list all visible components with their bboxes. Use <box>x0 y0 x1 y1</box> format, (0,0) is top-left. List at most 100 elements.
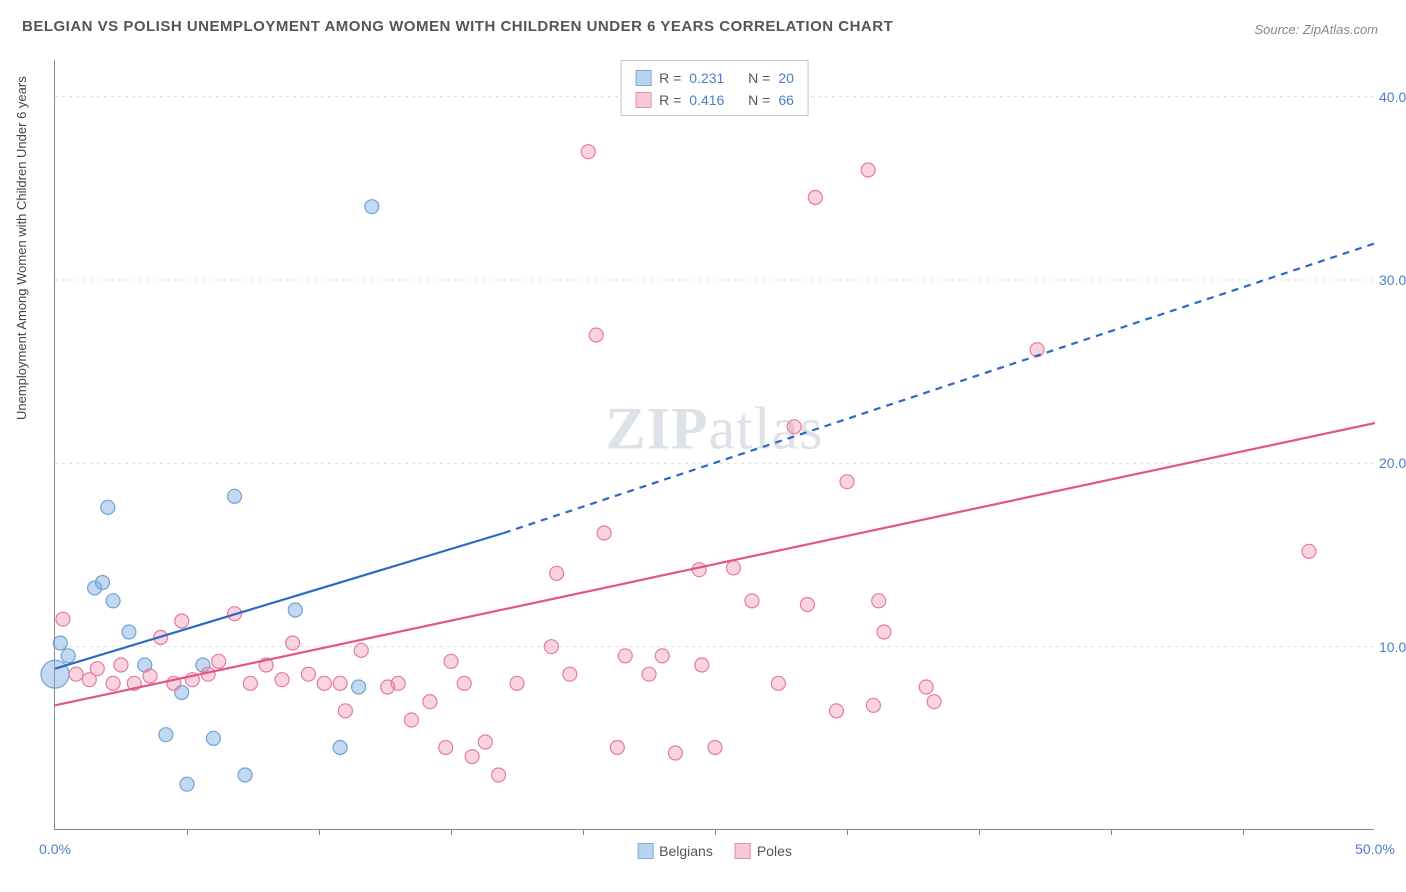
data-point <box>122 625 136 639</box>
data-point <box>919 680 933 694</box>
x-tick-mark <box>319 829 320 835</box>
x-tick-mark <box>583 829 584 835</box>
y-tick-label: 10.0% <box>1379 639 1406 655</box>
chart-svg <box>55 60 1374 829</box>
stats-legend: R = 0.231 N = 20 R = 0.416 N = 66 <box>620 60 809 116</box>
data-point <box>365 200 379 214</box>
series-legend: Belgians Poles <box>637 843 792 859</box>
data-point <box>478 735 492 749</box>
x-tick-label: 0.0% <box>39 841 71 857</box>
data-point <box>610 741 624 755</box>
data-point <box>1302 544 1316 558</box>
data-point <box>589 328 603 342</box>
data-point <box>338 704 352 718</box>
n-value: 20 <box>778 70 794 86</box>
data-point <box>726 561 740 575</box>
data-point <box>866 698 880 712</box>
r-value: 0.416 <box>689 92 724 108</box>
data-point <box>668 746 682 760</box>
data-point <box>745 594 759 608</box>
data-point <box>861 163 875 177</box>
data-point <box>642 667 656 681</box>
data-point <box>492 768 506 782</box>
source-credit: Source: ZipAtlas.com <box>1254 22 1378 37</box>
scatter-points <box>41 145 1316 792</box>
data-point <box>829 704 843 718</box>
n-label: N = <box>748 70 770 86</box>
data-point <box>228 489 242 503</box>
trend-lines <box>55 243 1375 705</box>
y-axis-title: Unemployment Among Women with Children U… <box>14 76 29 420</box>
chart-title: BELGIAN VS POLISH UNEMPLOYMENT AMONG WOM… <box>22 18 893 35</box>
data-point <box>317 676 331 690</box>
data-point <box>457 676 471 690</box>
stats-row-belgians: R = 0.231 N = 20 <box>635 67 794 89</box>
x-tick-mark <box>979 829 980 835</box>
x-tick-mark <box>1243 829 1244 835</box>
data-point <box>333 676 347 690</box>
data-point <box>180 777 194 791</box>
data-point <box>927 695 941 709</box>
x-tick-mark <box>1111 829 1112 835</box>
data-point <box>90 662 104 676</box>
data-point <box>212 654 226 668</box>
data-point <box>56 612 70 626</box>
data-point <box>286 636 300 650</box>
data-point <box>423 695 437 709</box>
legend-label: Belgians <box>659 843 713 859</box>
data-point <box>787 420 801 434</box>
r-label: R = <box>659 92 681 108</box>
swatch-poles <box>735 843 751 859</box>
n-label: N = <box>748 92 770 108</box>
r-label: R = <box>659 70 681 86</box>
data-point <box>301 667 315 681</box>
y-tick-label: 30.0% <box>1379 272 1406 288</box>
legend-label: Poles <box>757 843 792 859</box>
trend-line <box>55 533 504 669</box>
x-tick-mark <box>187 829 188 835</box>
stats-row-poles: R = 0.416 N = 66 <box>635 89 794 111</box>
data-point <box>465 750 479 764</box>
data-point <box>391 676 405 690</box>
data-point <box>708 741 722 755</box>
data-point <box>352 680 366 694</box>
data-point <box>597 526 611 540</box>
data-point <box>61 649 75 663</box>
data-point <box>96 576 110 590</box>
swatch-belgians <box>637 843 653 859</box>
data-point <box>354 643 368 657</box>
swatch-belgians <box>635 70 651 86</box>
plot-area: ZIPatlas 10.0%20.0%30.0%40.0% 0.0%50.0% … <box>54 60 1374 830</box>
data-point <box>243 676 257 690</box>
swatch-poles <box>635 92 651 108</box>
data-point <box>114 658 128 672</box>
data-point <box>404 713 418 727</box>
data-point <box>53 636 67 650</box>
y-tick-label: 40.0% <box>1379 89 1406 105</box>
trend-line-dashed <box>504 243 1375 533</box>
data-point <box>175 614 189 628</box>
data-point <box>808 191 822 205</box>
x-tick-label: 50.0% <box>1355 841 1395 857</box>
data-point <box>288 603 302 617</box>
r-value: 0.231 <box>689 70 724 86</box>
data-point <box>106 676 120 690</box>
data-point <box>550 566 564 580</box>
x-tick-mark <box>847 829 848 835</box>
y-tick-label: 20.0% <box>1379 455 1406 471</box>
data-point <box>840 475 854 489</box>
trend-line <box>55 423 1375 705</box>
data-point <box>655 649 669 663</box>
data-point <box>872 594 886 608</box>
data-point <box>563 667 577 681</box>
data-point <box>581 145 595 159</box>
data-point <box>101 500 115 514</box>
data-point <box>41 660 69 688</box>
data-point <box>106 594 120 608</box>
legend-item-poles: Poles <box>735 843 792 859</box>
n-value: 66 <box>778 92 794 108</box>
data-point <box>877 625 891 639</box>
data-point <box>800 598 814 612</box>
data-point <box>238 768 252 782</box>
data-point <box>510 676 524 690</box>
